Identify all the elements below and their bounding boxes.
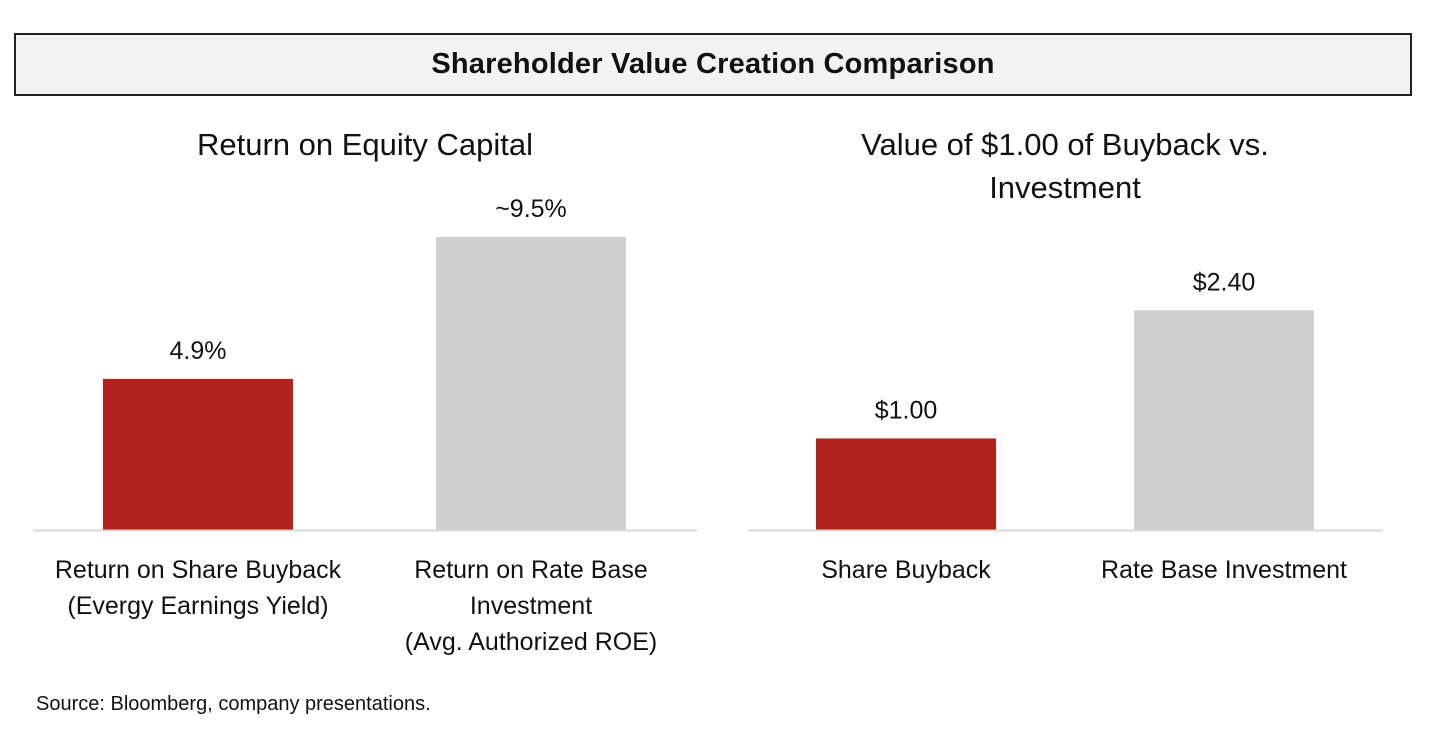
banner-title: Shareholder Value Creation Comparison xyxy=(431,48,995,80)
roe-bar-2 xyxy=(436,237,626,530)
chart-return-on-equity: Return on Equity Capital 4.9% ~9.5% Return … xyxy=(33,127,697,656)
roe-data-label-2: ~9.5% xyxy=(495,195,567,223)
chart-banner: Shareholder Value Creation Comparison xyxy=(14,33,1412,96)
dollar-data-label-2: $2.40 xyxy=(1193,268,1256,296)
roe-bar-1 xyxy=(103,378,293,530)
dollar-data-label-1: $1.00 xyxy=(875,396,938,424)
roe-data-label-1: 4.9% xyxy=(170,337,227,365)
source-note: Source: Bloomberg, company presentations… xyxy=(36,693,431,715)
dollar-category-label-2-line-1: Rate Base Investment xyxy=(1101,556,1347,584)
dollar-category-label-1-line-1: Share Buyback xyxy=(821,556,991,584)
chart-value-of-dollar: Value of $1.00 of Buyback vs. Investment $… xyxy=(748,127,1383,584)
dollar-bar-1 xyxy=(816,438,996,530)
dollar-chart-title-line-2: Investment xyxy=(989,170,1141,205)
dollar-chart-title-line-1: Value of $1.00 of Buyback vs. xyxy=(861,127,1269,162)
roe-category-label-1-line-1: Return on Share Buyback xyxy=(55,556,342,584)
roe-category-label-2-line-3: (Avg. Authorized ROE) xyxy=(405,628,657,656)
roe-category-label-2-line-2: Investment xyxy=(470,592,592,620)
roe-category-label-1-line-2: (Evergy Earnings Yield) xyxy=(67,592,328,620)
roe-category-label-2-line-1: Return on Rate Base xyxy=(414,556,647,584)
dollar-bar-2 xyxy=(1134,310,1314,530)
roe-chart-title-line-1: Return on Equity Capital xyxy=(197,127,533,162)
